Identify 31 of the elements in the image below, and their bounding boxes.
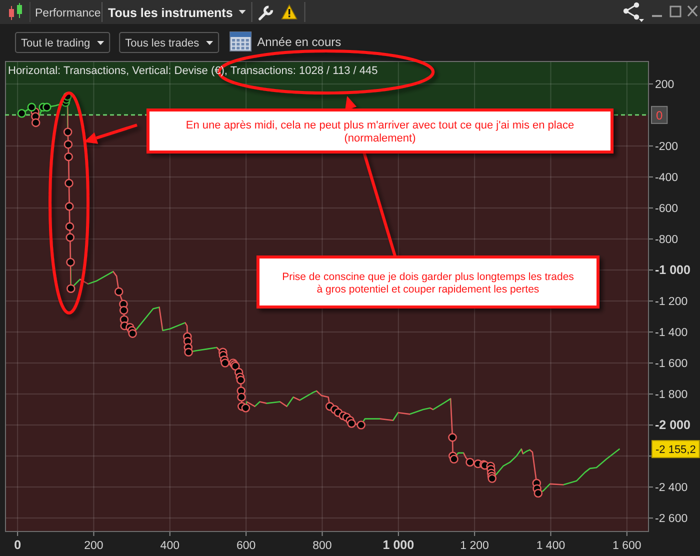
y-tick-label: -1 400 [655, 327, 688, 340]
y-tick-label: -1 000 [655, 262, 690, 277]
y-tick-label: 200 [655, 78, 674, 91]
annotation: Prise de conscine que je dois garder plus longtemps les trades à gros potentiel et couper rapidement les pertes [282, 270, 574, 296]
text: -2 155,2 [655, 444, 696, 456]
ref-line-label: 0 [656, 108, 663, 122]
x-tick-label: 0 [14, 538, 22, 552]
text: Tout le trading [21, 38, 90, 50]
x-tick-label: 600 [236, 540, 256, 552]
y-tick-label: -1 200 [655, 296, 688, 308]
x-tick-label: 1 400 [536, 540, 566, 552]
y-tick-label: -2 400 [655, 482, 688, 494]
x-tick-label: 200 [84, 540, 104, 552]
y-tick-label: -1 600 [655, 358, 688, 370]
chart-title: Performance [35, 8, 101, 20]
y-tick-label: -2 000 [655, 418, 690, 432]
x-tick-label: 1 200 [460, 540, 489, 552]
y-tick-label: -600 [655, 202, 678, 215]
y-tick-label: -1 800 [655, 389, 688, 402]
text: Tous les instruments [108, 6, 233, 20]
text: Année en cours [257, 35, 342, 49]
text: Tous les trades [125, 38, 200, 50]
y-tick-label: -800 [655, 234, 678, 246]
annotation: En une après midi, cela ne peut plus m'arriver avec tout ce que j'ai mis en place (normalement) [186, 120, 574, 144]
x-tick-label: 1 600 [612, 540, 642, 552]
y-tick-label: -400 [655, 172, 678, 184]
x-tick-label: 800 [312, 540, 332, 552]
y-tick-label: -2 600 [655, 513, 688, 526]
x-tick-label: 400 [160, 540, 180, 552]
y-tick-label: -200 [655, 140, 678, 153]
x-tick-label: 1 000 [382, 538, 414, 552]
